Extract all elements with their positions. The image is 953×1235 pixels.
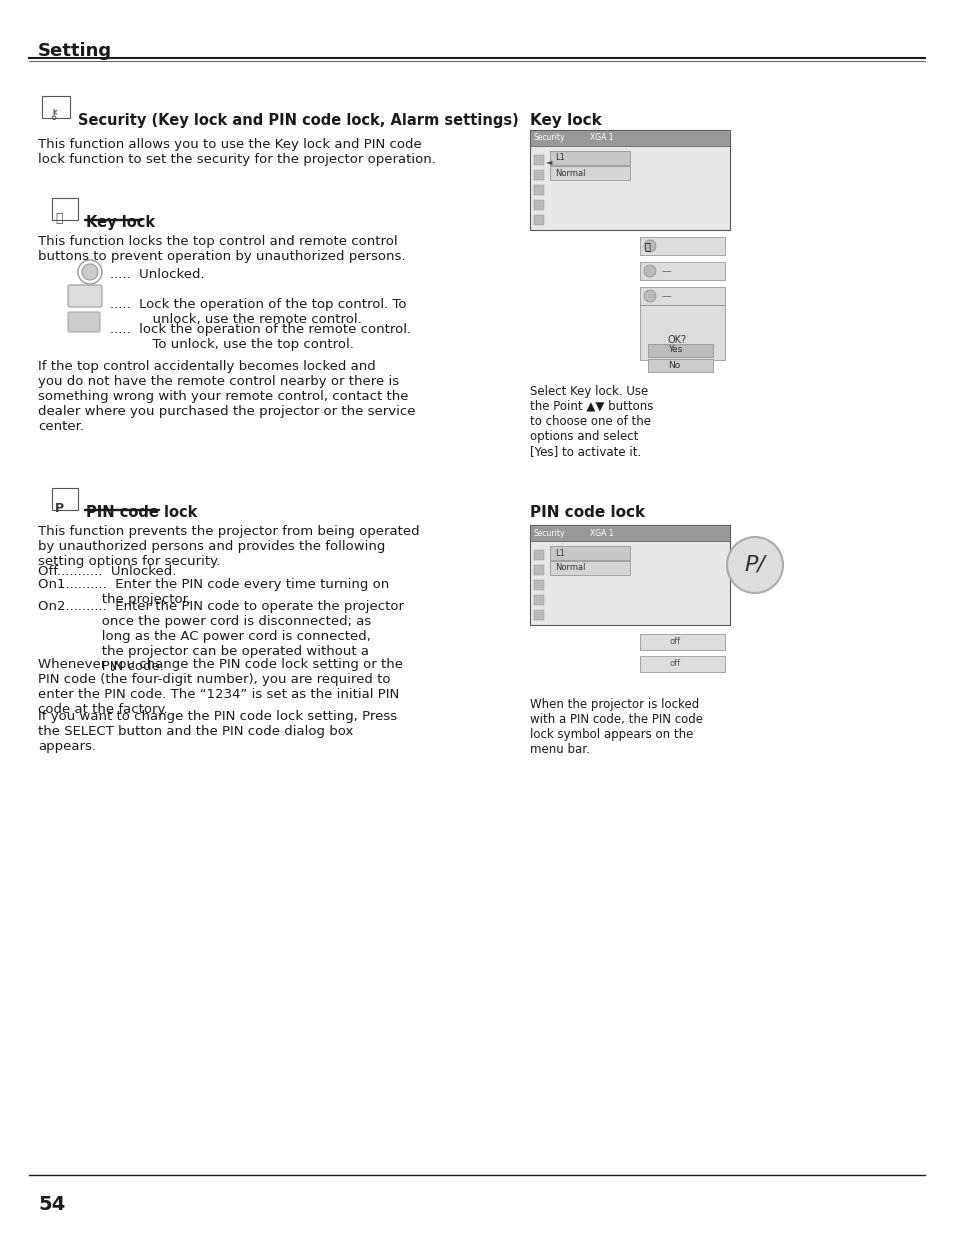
Text: P: P <box>55 501 64 515</box>
Bar <box>534 215 543 225</box>
Text: 🔓: 🔓 <box>644 241 650 251</box>
Text: No: No <box>667 361 679 369</box>
Text: This function allows you to use the Key lock and PIN code
lock function to set t: This function allows you to use the Key … <box>38 138 436 165</box>
Text: Setting: Setting <box>38 42 112 61</box>
Text: .....  Lock the operation of the top control. To
          unlock, use the remot: ..... Lock the operation of the top cont… <box>110 298 406 326</box>
Text: Security: Security <box>534 529 565 537</box>
Circle shape <box>643 290 656 303</box>
Text: Select Key lock. Use
the Point ▲▼ buttons
to choose one of the
options and selec: Select Key lock. Use the Point ▲▼ button… <box>530 385 653 458</box>
Text: L1: L1 <box>555 153 564 163</box>
Bar <box>639 305 724 359</box>
Bar <box>550 165 629 180</box>
Bar <box>534 156 543 165</box>
Text: XGA 1: XGA 1 <box>589 529 613 537</box>
Bar <box>52 488 78 510</box>
FancyBboxPatch shape <box>68 312 100 332</box>
FancyBboxPatch shape <box>68 285 102 308</box>
Text: L1: L1 <box>555 548 564 557</box>
Bar <box>530 525 729 541</box>
Text: PIN code lock: PIN code lock <box>530 505 644 520</box>
Bar <box>52 198 78 220</box>
Text: Key lock: Key lock <box>530 112 601 128</box>
Text: This function prevents the projector from being operated
by unauthorized persons: This function prevents the projector fro… <box>38 525 419 568</box>
Bar <box>534 595 543 605</box>
Bar <box>550 546 629 559</box>
Bar <box>647 345 712 357</box>
Text: PIN code lock: PIN code lock <box>86 505 197 520</box>
Circle shape <box>726 537 782 593</box>
Text: .....  Unlocked.: ..... Unlocked. <box>110 268 204 282</box>
Text: If you want to change the PIN code lock setting, Press
the SELECT button and the: If you want to change the PIN code lock … <box>38 710 396 753</box>
Text: If the top control accidentally becomes locked and
you do not have the remote co: If the top control accidentally becomes … <box>38 359 416 433</box>
Bar <box>42 96 70 119</box>
Text: When the projector is locked
with a PIN code, the PIN code
lock symbol appears o: When the projector is locked with a PIN … <box>530 698 702 756</box>
Bar <box>550 151 629 165</box>
Text: P/: P/ <box>743 555 764 576</box>
Circle shape <box>643 240 656 252</box>
Text: ⚷: ⚷ <box>48 107 58 122</box>
Bar <box>534 200 543 210</box>
Text: ◄: ◄ <box>545 158 552 167</box>
Bar <box>550 561 629 576</box>
Text: Yes: Yes <box>667 346 681 354</box>
Bar <box>530 130 729 146</box>
Bar <box>647 359 712 372</box>
Text: On1..........  Enter the PIN code every time turning on
               the proje: On1.......... Enter the PIN code every t… <box>38 578 389 606</box>
Bar <box>530 525 729 625</box>
Bar <box>639 237 724 254</box>
Bar <box>639 287 724 305</box>
Circle shape <box>643 266 656 277</box>
Text: Security (Key lock and PIN code lock, Alarm settings): Security (Key lock and PIN code lock, Al… <box>78 112 518 128</box>
Text: On2..........  Enter the PIN code to operate the projector
               once t: On2.......... Enter the PIN code to oper… <box>38 600 403 673</box>
Text: Key lock: Key lock <box>86 215 155 230</box>
Text: —: — <box>661 291 671 301</box>
Text: Normal: Normal <box>555 168 585 178</box>
Text: Whenever you change the PIN code lock setting or the
PIN code (the four-digit nu: Whenever you change the PIN code lock se… <box>38 658 402 716</box>
Bar <box>534 580 543 590</box>
Bar <box>530 130 729 230</box>
Text: This function locks the top control and remote control
buttons to prevent operat: This function locks the top control and … <box>38 235 405 263</box>
Circle shape <box>82 264 98 280</box>
Bar <box>639 656 724 672</box>
Bar <box>534 610 543 620</box>
Bar <box>534 185 543 195</box>
Text: Normal: Normal <box>555 563 585 573</box>
Text: .....  lock the operation of the remote control.
          To unlock, use the to: ..... lock the operation of the remote c… <box>110 324 411 351</box>
Text: off: off <box>669 659 680 668</box>
Text: Security: Security <box>534 133 565 142</box>
Text: —: — <box>661 266 671 275</box>
Text: 🔒: 🔒 <box>55 212 63 225</box>
Text: OK?: OK? <box>667 335 686 345</box>
Bar <box>639 262 724 280</box>
Bar <box>534 170 543 180</box>
Bar <box>639 634 724 650</box>
Bar <box>534 564 543 576</box>
Text: XGA 1: XGA 1 <box>589 133 613 142</box>
Text: Off...........  Unlocked.: Off........... Unlocked. <box>38 564 176 578</box>
Bar <box>534 550 543 559</box>
Text: 54: 54 <box>38 1195 65 1214</box>
Text: off: off <box>669 637 680 646</box>
